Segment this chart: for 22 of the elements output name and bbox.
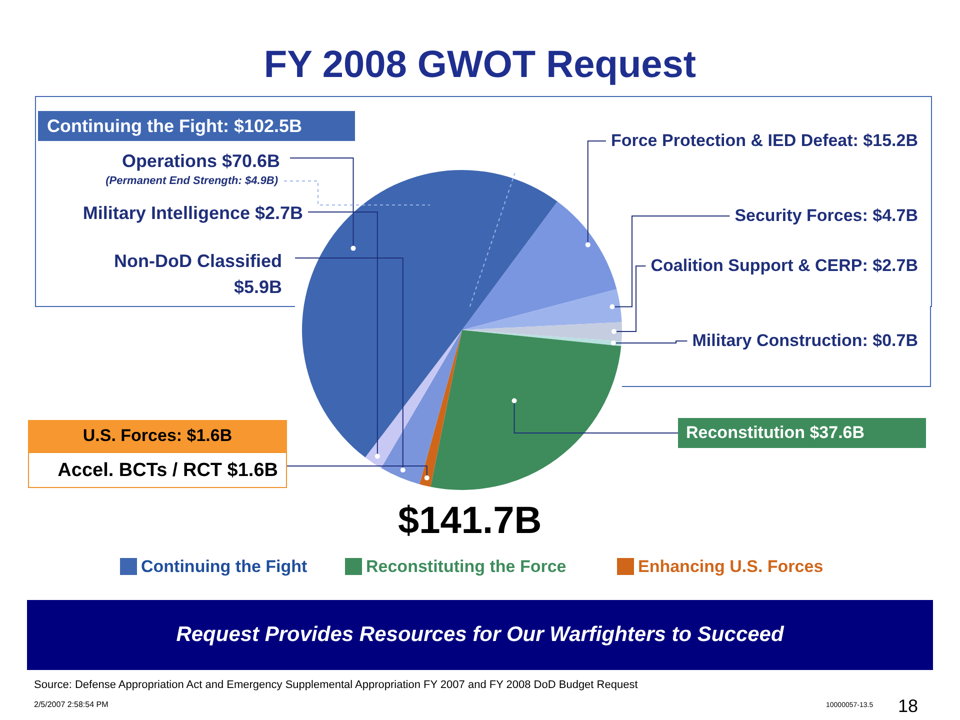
slice-label: Non-DoD Classified	[114, 251, 282, 271]
chart-title: FY 2008 GWOT Request	[262, 44, 698, 87]
text: Continuing the Fight: $102.5B	[38, 111, 355, 141]
text: Continuing the Fight	[141, 557, 308, 577]
text: (Permanent End Strength: $4.9B)	[106, 175, 278, 187]
slice-label: Force Protection & IED Defeat: $15.2B	[610, 130, 918, 152]
slice-label: Accel. BCTs / RCT $1.6B	[28, 452, 287, 488]
text: Enhancing U.S. Forces	[638, 557, 824, 577]
source-note: Source: Defense Appropriation Act and Emergency Supplemental Appropriation FY 2007 and FY 2008 DoD Budget Request	[34, 679, 638, 691]
text: 18	[898, 696, 918, 717]
text: Request Provides Resources for Our Warfighters to Succeed	[27, 600, 933, 670]
text: $141.7B	[398, 500, 542, 543]
text: 2/5/2007 2:58:54 PM	[34, 700, 108, 709]
slice-label: Coalition Support & CERP: $2.7B	[650, 255, 918, 277]
slice-label: Operations $70.6B	[122, 150, 280, 173]
text: Reconstituting the Force	[366, 557, 566, 577]
data-label: $5.9B	[234, 277, 282, 297]
slice-label: Military Construction: $0.7B	[692, 330, 918, 352]
slice-label: Security Forces: $4.7B	[734, 205, 918, 227]
text: U.S. Forces: $1.6B	[28, 420, 287, 452]
slice-label: Reconstitution $37.6B	[678, 418, 926, 448]
slice-label: Military Intelligence $2.7B	[82, 202, 303, 225]
